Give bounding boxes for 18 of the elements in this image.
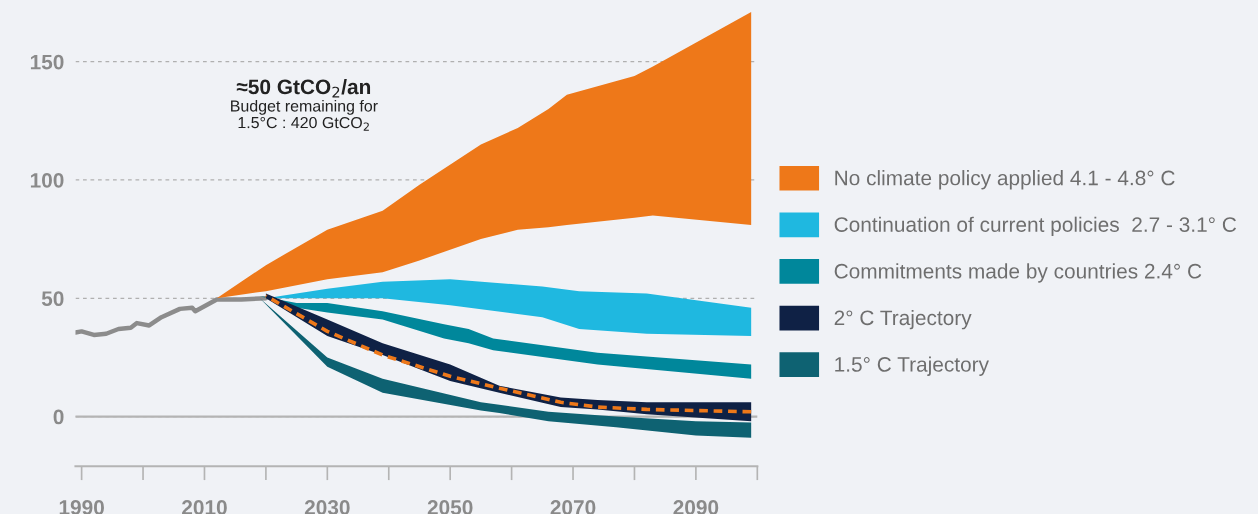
x-tick-label: 2010 — [182, 500, 227, 514]
y-tick-label: 100 — [30, 172, 64, 188]
legend-label: No climate policy applied 4.1 - 4.8° C — [835, 170, 1175, 190]
annotation: Budget remaining for 1.5°C : 420 GtCO$_{2}$ — [231, 99, 378, 131]
x-tick-label: 2030 — [304, 500, 350, 514]
x-tick-label: 2050 — [427, 500, 473, 514]
legend-label: 1.5° C Trajectory — [835, 356, 989, 376]
annotation: ≈50 GtCO$_{2}$/an — [236, 78, 371, 98]
y-tick-label: 150 — [30, 54, 64, 70]
y-tick-label: 0 — [53, 409, 64, 425]
x-tick-label: 1990 — [59, 500, 104, 514]
legend-label: Continuation of current policies 2.7 - 3.1° C — [834, 216, 1237, 237]
legend-label: Commitments made by countries 2.4° C — [834, 263, 1202, 283]
y-tick-label: 50 — [41, 291, 64, 307]
x-tick-label: 2090 — [673, 500, 719, 514]
line-series — [75, 296, 269, 338]
x-tick-label: 2070 — [550, 500, 596, 514]
legend-label: 2° C Trajectory — [834, 309, 972, 330]
